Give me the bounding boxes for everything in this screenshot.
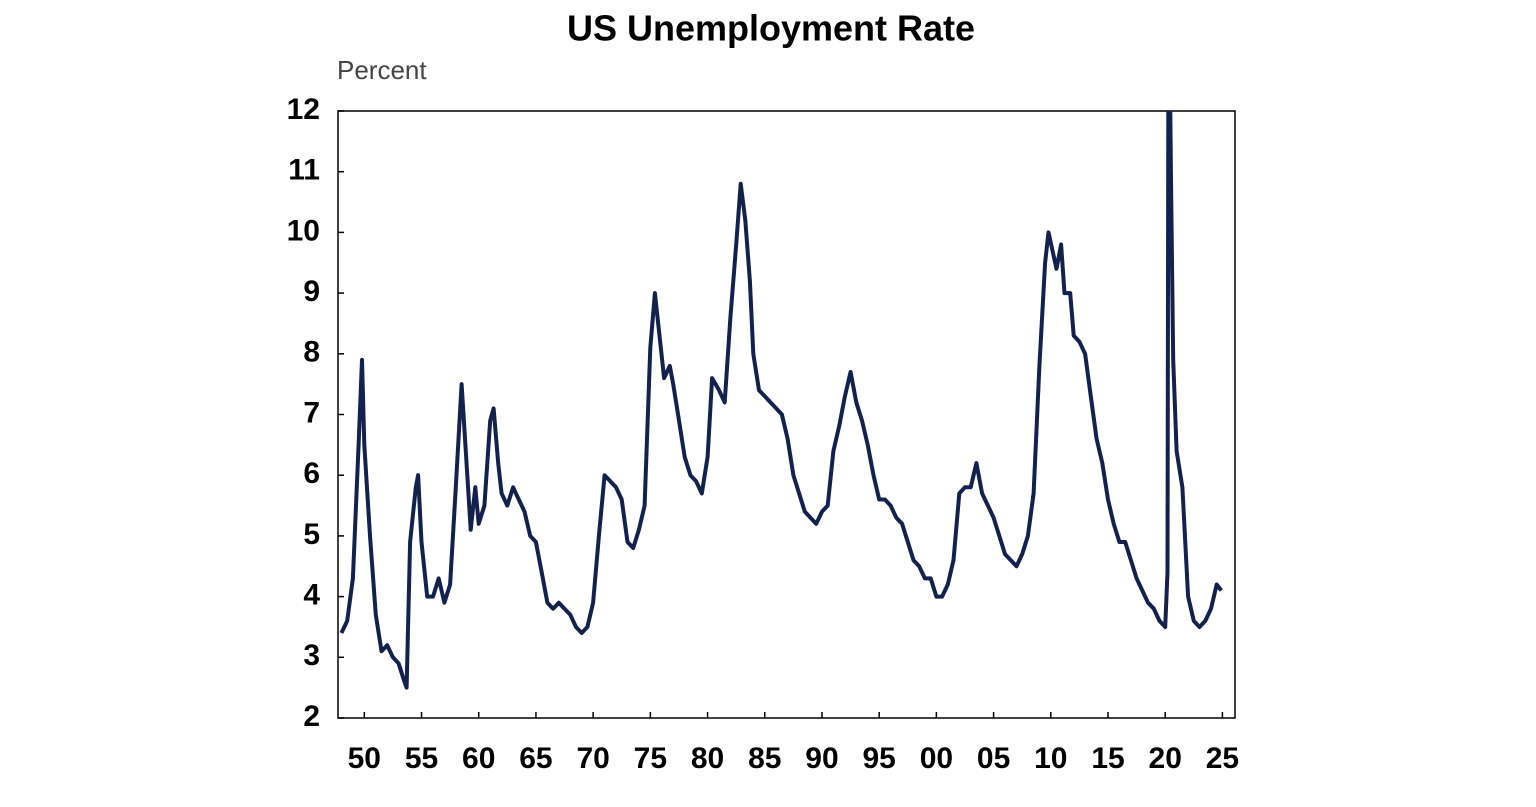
x-tick-label: 55	[405, 742, 438, 775]
y-tick-label: 7	[303, 396, 320, 429]
x-tick-label: 80	[691, 742, 724, 775]
y-tick-label: 2	[303, 700, 320, 733]
y-tick-label: 8	[303, 336, 320, 369]
x-tick-label: 65	[519, 742, 552, 775]
x-tick-label: 85	[748, 742, 781, 775]
y-tick-label: 11	[288, 154, 320, 187]
x-tick-label: 95	[862, 742, 895, 775]
chart-title: US Unemployment Rate	[567, 8, 975, 49]
y-tick-label: 6	[303, 457, 320, 490]
y-tick-label: 10	[287, 214, 320, 247]
x-tick-label: 05	[977, 742, 1010, 775]
y-tick-label: 9	[303, 275, 320, 308]
x-tick-label: 75	[634, 742, 667, 775]
x-tick-label: 70	[576, 742, 609, 775]
x-tick-label: 20	[1149, 742, 1182, 775]
y-axis-label: Percent	[337, 55, 427, 85]
y-tick-label: 3	[303, 639, 320, 672]
y-tick-label: 5	[303, 518, 320, 551]
y-tick-label: 12	[287, 93, 320, 126]
plot-frame	[337, 110, 1236, 719]
x-tick-label: 90	[805, 742, 838, 775]
x-tick-label: 60	[462, 742, 495, 775]
data-line	[339, 111, 1223, 690]
plot-area	[339, 111, 1223, 690]
x-tick-label: 10	[1034, 742, 1067, 775]
x-tick-label: 50	[348, 742, 381, 775]
y-tick-label: 4	[303, 579, 320, 612]
x-tick-label: 15	[1091, 742, 1124, 775]
x-tick-label: 25	[1206, 742, 1239, 775]
x-tick-label: 00	[920, 742, 953, 775]
